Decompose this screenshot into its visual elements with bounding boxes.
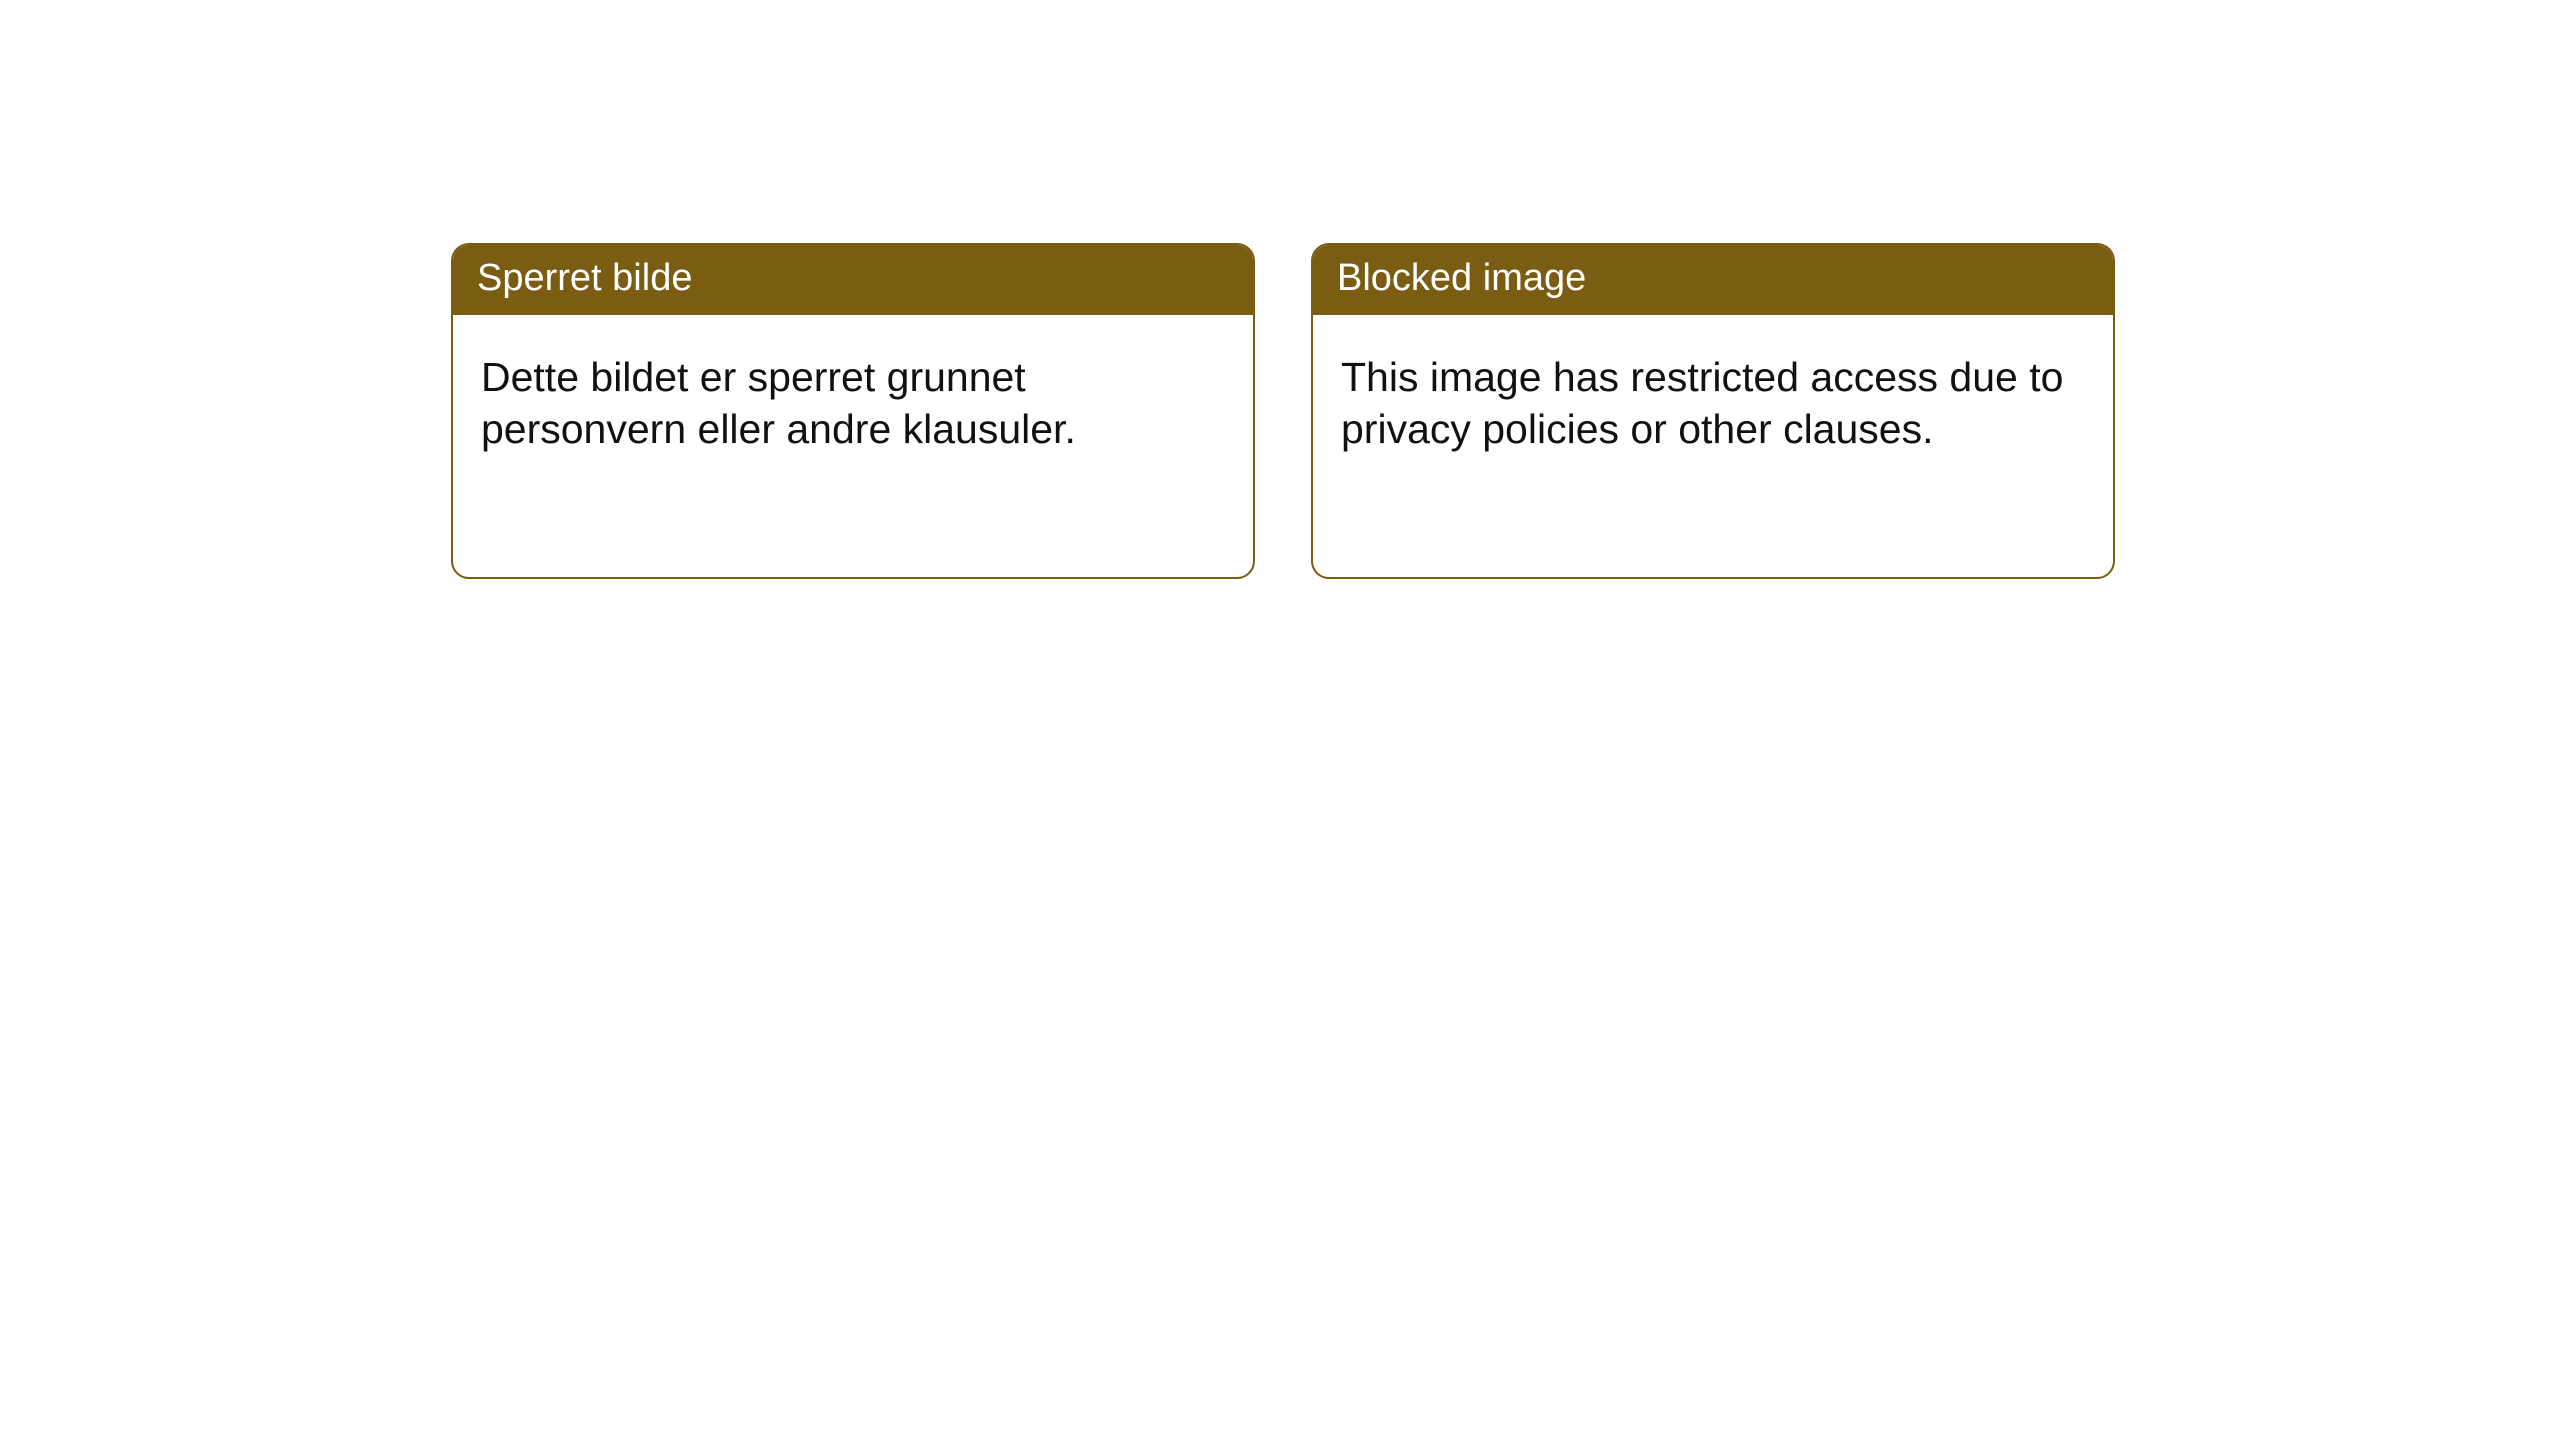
notice-header: Sperret bilde [453,245,1253,315]
notice-body: This image has restricted access due to … [1313,315,2113,491]
notice-row: Sperret bilde Dette bildet er sperret gr… [451,243,2115,579]
notice-card-norwegian: Sperret bilde Dette bildet er sperret gr… [451,243,1255,579]
notice-body: Dette bildet er sperret grunnet personve… [453,315,1253,491]
notice-card-english: Blocked image This image has restricted … [1311,243,2115,579]
notice-header: Blocked image [1313,245,2113,315]
